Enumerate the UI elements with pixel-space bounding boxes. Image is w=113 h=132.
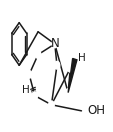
Text: H: H [22, 85, 29, 95]
Text: OH: OH [86, 104, 104, 117]
Polygon shape [68, 58, 76, 93]
Circle shape [32, 92, 37, 99]
Circle shape [67, 64, 72, 72]
Text: H: H [77, 53, 85, 63]
Circle shape [48, 101, 54, 109]
Text: N: N [50, 37, 59, 50]
Circle shape [52, 40, 57, 48]
Circle shape [35, 51, 41, 58]
Circle shape [26, 71, 32, 78]
Circle shape [54, 61, 59, 69]
Circle shape [65, 89, 70, 96]
